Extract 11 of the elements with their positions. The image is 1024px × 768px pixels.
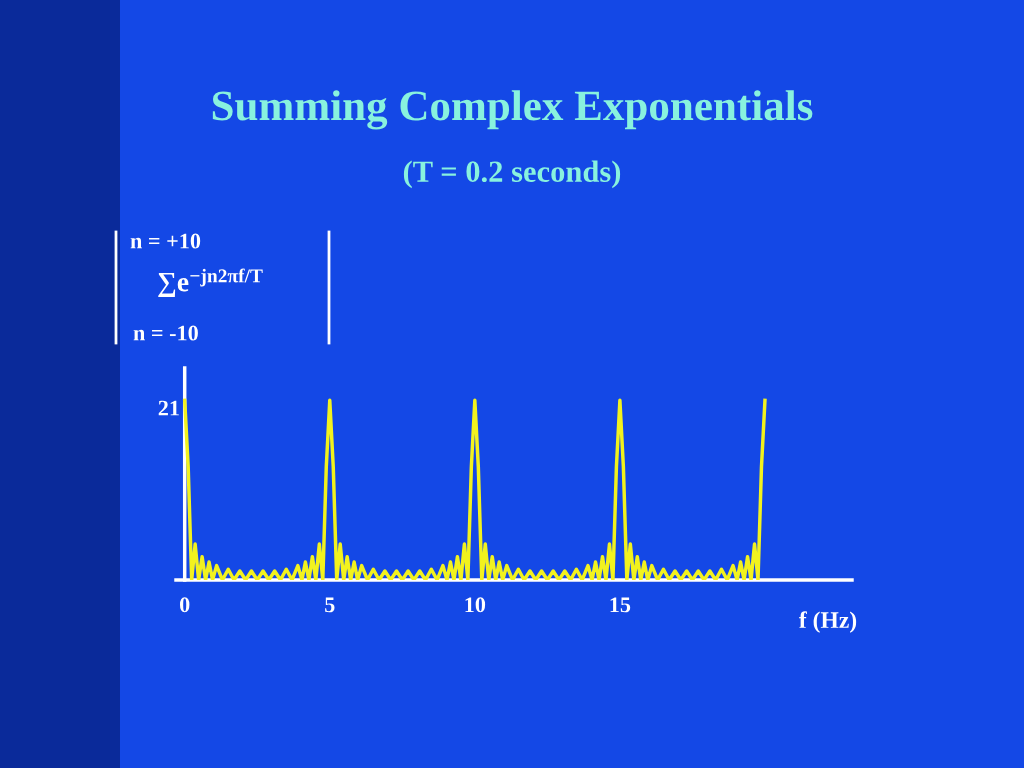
chart-title: Summing Complex Exponentials — [212, 90, 813, 130]
text: n = -10 — [133, 325, 198, 341]
x-axis-title: f (Hz) — [799, 611, 857, 633]
x-tick-label: 5 — [325, 597, 335, 613]
text: n = +10 — [130, 233, 201, 249]
x-tick-label: 10 — [465, 597, 486, 613]
annotation: 21 — [158, 400, 179, 416]
chart-subtitle: (T = 0.2 seconds) — [403, 160, 621, 189]
text: ∑e$^{−jn2πf/T}$ — [158, 268, 263, 298]
x-tick-label: 0 — [180, 597, 190, 613]
x-tick-label: 15 — [610, 597, 631, 613]
